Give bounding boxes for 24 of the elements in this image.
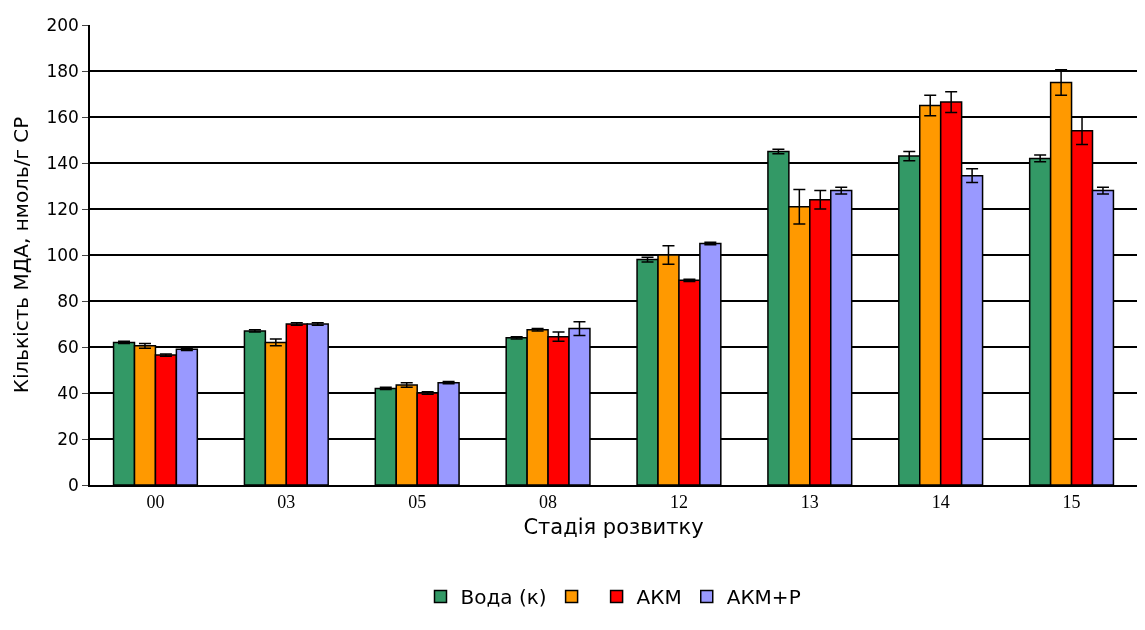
x-tick-label: 15 <box>1062 492 1081 513</box>
legend-label: Вода (к) <box>460 585 547 610</box>
x-tick-label: 05 <box>408 492 427 513</box>
x-tick-label: 12 <box>669 492 688 513</box>
x-tick-label: 14 <box>931 492 950 513</box>
x-tick-label: 13 <box>800 492 819 513</box>
y-tick-label: 180 <box>46 60 79 81</box>
y-tick-label: 0 <box>68 474 79 495</box>
x-axis-title: Стадія розвитку <box>523 515 704 540</box>
y-tick-label: 20 <box>57 428 79 449</box>
y-tick-label: 140 <box>46 152 79 173</box>
y-tick-label: 40 <box>57 382 79 403</box>
y-axis-title: Кількість МДА, нмоль/г СР <box>9 116 34 394</box>
y-tick-label: 120 <box>46 198 79 219</box>
y-tick-label: 80 <box>57 290 79 311</box>
x-tick-label: 03 <box>277 492 296 513</box>
y-tick-label: 200 <box>46 14 79 35</box>
x-tick-label: 00 <box>146 492 165 513</box>
y-tick-label: 100 <box>46 244 79 265</box>
legend-label: АКМ+Р <box>726 585 801 610</box>
y-tick-label: 60 <box>57 336 79 357</box>
y-tick-label: 160 <box>46 106 79 127</box>
x-tick-label: 08 <box>539 492 558 513</box>
legend-label: АКМ <box>636 585 682 610</box>
